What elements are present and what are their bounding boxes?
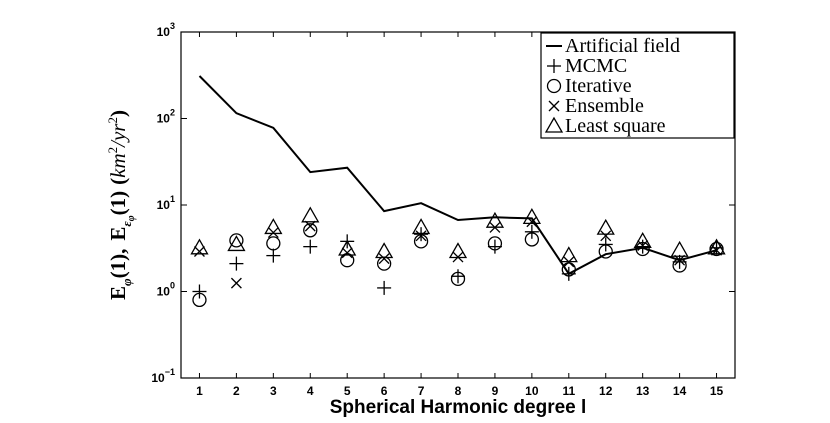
x-tick-label: 12	[599, 384, 613, 398]
x-tick-label: 5	[344, 384, 351, 398]
x-tick-label: 4	[307, 384, 314, 398]
ensemble-point	[341, 247, 353, 259]
mcmc-point	[451, 269, 465, 284]
x-axis-label: Spherical Harmonic degree l	[330, 397, 587, 418]
x-tick-label: 15	[710, 384, 724, 398]
ensemble-point	[378, 253, 390, 265]
y-tick-label: 10−1	[151, 367, 175, 385]
mcmc-point	[266, 248, 281, 263]
mcmc-point	[487, 239, 502, 254]
least-square-point	[670, 240, 689, 257]
x-tick-label: 14	[673, 384, 687, 398]
iterative-point	[487, 236, 503, 251]
least-square-point	[596, 218, 615, 235]
legend-box	[540, 32, 735, 139]
y-axis-label: Eφ(1),Eεφ(1)(km2/yr2)	[105, 110, 137, 300]
x-tick-label: 10	[525, 384, 539, 398]
least-square-point	[375, 242, 394, 259]
iterative-point	[672, 258, 687, 273]
least-square-point	[301, 206, 320, 223]
legend-swatch-least-square	[544, 116, 564, 133]
legend-label-least-square: Least square	[565, 115, 666, 137]
legend-label-ensemble: Ensemble	[565, 95, 644, 117]
ensemble-point	[526, 216, 538, 228]
legend-swatch-iterative	[546, 78, 562, 94]
iterative-point	[635, 241, 650, 257]
mcmc-point	[229, 256, 244, 271]
y-tick-label: 100	[157, 281, 175, 299]
ensemble-point	[230, 277, 242, 289]
ensemble-point	[194, 246, 205, 257]
iterative-point	[413, 234, 429, 249]
ensemble-point	[415, 230, 427, 242]
y-tick-label: 102	[157, 108, 175, 126]
least-square-point	[448, 242, 468, 259]
mcmc-point	[414, 227, 429, 242]
iterative-point	[709, 241, 724, 257]
x-tick-label: 11	[562, 384, 575, 398]
iterative-point	[561, 262, 576, 277]
least-square-point	[264, 218, 283, 235]
legend-swatch-ensemble	[548, 100, 560, 112]
ensemble-point	[600, 230, 612, 242]
x-tick-label: 9	[492, 384, 499, 398]
iterative-point	[229, 233, 244, 248]
y-tick-label: 101	[157, 194, 175, 212]
legend-label-artificial-field: Artificial field	[565, 35, 680, 57]
least-square-point	[485, 211, 505, 228]
mcmc-point	[377, 280, 392, 295]
iterative-point	[192, 292, 207, 308]
least-square-point	[633, 232, 652, 248]
mcmc-point	[303, 239, 318, 254]
legend-swatch-mcmc	[547, 59, 561, 73]
least-square-point	[707, 238, 726, 255]
ensemble-point	[304, 220, 316, 232]
least-square-point	[338, 239, 357, 256]
iterative-point	[266, 236, 281, 251]
iterative-point	[340, 253, 355, 268]
least-square-point	[190, 238, 209, 255]
x-tick-label: 7	[418, 384, 425, 398]
x-tick-label: 13	[636, 384, 650, 398]
x-tick-label: 1	[196, 384, 203, 398]
legend-items: Artificial fieldMCMCIterativeEnsembleLea…	[544, 35, 680, 137]
x-tick-label: 3	[270, 384, 277, 398]
iterative-point	[524, 232, 540, 247]
mcmc-point	[192, 284, 207, 299]
artificial-field-line-layer	[198, 75, 717, 276]
x-tick-label: 6	[381, 384, 388, 398]
iterative-point	[303, 223, 318, 238]
ensemble-point	[267, 227, 279, 239]
legend-label-mcmc: MCMC	[565, 55, 627, 77]
iterative-point	[450, 271, 466, 287]
least-square-point	[522, 208, 541, 224]
x-tick-label: 2	[233, 384, 240, 398]
legend-label-iterative: Iterative	[565, 75, 632, 97]
y-tick-label: 103	[157, 21, 175, 39]
least-square-point	[559, 246, 578, 263]
mcmc-point	[524, 224, 539, 239]
least-square-point	[411, 218, 431, 235]
least-square-point	[227, 235, 246, 252]
artificial-field-line	[198, 75, 717, 276]
ensemble-point	[637, 240, 649, 251]
legend: Artificial fieldMCMCIterativeEnsembleLea…	[540, 32, 735, 139]
iterative-point	[598, 244, 613, 259]
markers-layer	[190, 206, 726, 308]
x-tick-label: 8	[455, 384, 462, 398]
